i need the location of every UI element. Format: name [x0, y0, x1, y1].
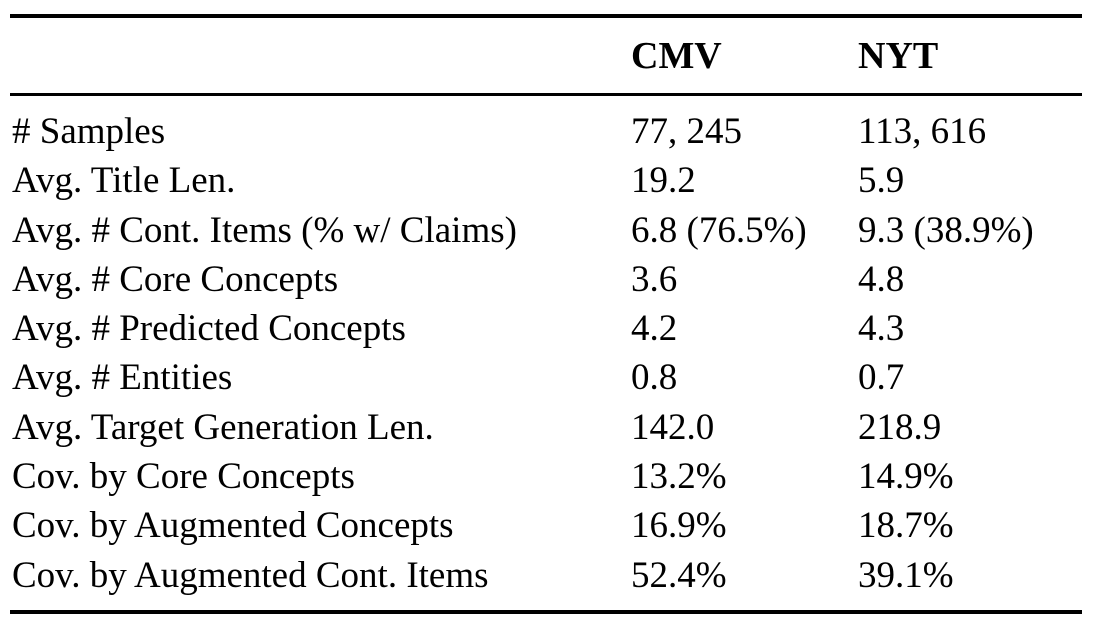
nyt-value: 4.3: [858, 308, 905, 350]
table-row: Cov. by Core Concepts 13.2% 14.9%: [10, 452, 1082, 501]
cmv-value: 16.9%: [631, 505, 727, 547]
row-label: Avg. Title Len.: [12, 160, 236, 202]
cmv-value: 0.8: [631, 357, 678, 399]
nyt-value: 18.7%: [858, 505, 954, 547]
table-row: # Samples 77, 245 113, 616: [10, 107, 1082, 156]
row-label: Avg. Target Generation Len.: [12, 406, 434, 448]
cmv-value: 6.8 (76.5%): [631, 209, 807, 251]
table-row: Cov. by Augmented Concepts 16.9% 18.7%: [10, 501, 1082, 550]
row-label: Avg. # Predicted Concepts: [12, 308, 406, 350]
table-row: Avg. # Core Concepts 3.6 4.8: [10, 255, 1082, 304]
cmv-value: 3.6: [631, 258, 678, 300]
header-rule: [10, 93, 1082, 96]
nyt-value: 14.9%: [858, 456, 954, 498]
table-row: Avg. # Entities 0.8 0.7: [10, 353, 1082, 402]
nyt-value: 4.8: [858, 258, 905, 300]
row-label: Avg. # Core Concepts: [12, 258, 339, 300]
column-header-cmv: CMV: [631, 35, 722, 77]
bottom-rule: [10, 610, 1082, 614]
nyt-value: 39.1%: [858, 554, 954, 596]
cmv-value: 142.0: [631, 406, 715, 448]
row-label: Cov. by Core Concepts: [12, 456, 355, 498]
cmv-value: 77, 245: [631, 111, 742, 152]
table-header-row: CMV NYT: [10, 32, 1082, 80]
cmv-value: 4.2: [631, 308, 678, 350]
top-rule: [10, 14, 1082, 18]
table-row: Avg. # Cont. Items (% w/ Claims) 6.8 (76…: [10, 206, 1082, 255]
nyt-value: 0.7: [858, 357, 905, 399]
table-row: Avg. Target Generation Len. 142.0 218.9: [10, 403, 1082, 452]
cmv-value: 52.4%: [631, 554, 727, 596]
cmv-value: 19.2: [631, 160, 696, 202]
nyt-value: 113, 616: [858, 111, 987, 152]
table-row: Cov. by Augmented Cont. Items 52.4% 39.1…: [10, 551, 1082, 600]
row-label: Avg. # Entities: [12, 357, 233, 399]
cmv-value: 13.2%: [631, 456, 727, 498]
nyt-value: 218.9: [858, 406, 942, 448]
table-body: # Samples 77, 245 113, 616 Avg. Title Le…: [10, 107, 1082, 600]
column-header-nyt: NYT: [858, 35, 939, 77]
row-label: Cov. by Augmented Concepts: [12, 505, 454, 547]
nyt-value: 9.3 (38.9%): [858, 209, 1034, 251]
table-row: Avg. Title Len. 19.2 5.9: [10, 156, 1082, 205]
table-row: Avg. # Predicted Concepts 4.2 4.3: [10, 304, 1082, 353]
row-label: Cov. by Augmented Cont. Items: [12, 554, 489, 596]
row-label: Avg. # Cont. Items (% w/ Claims): [12, 209, 517, 251]
nyt-value: 5.9: [858, 160, 905, 202]
row-label: # Samples: [12, 111, 166, 152]
